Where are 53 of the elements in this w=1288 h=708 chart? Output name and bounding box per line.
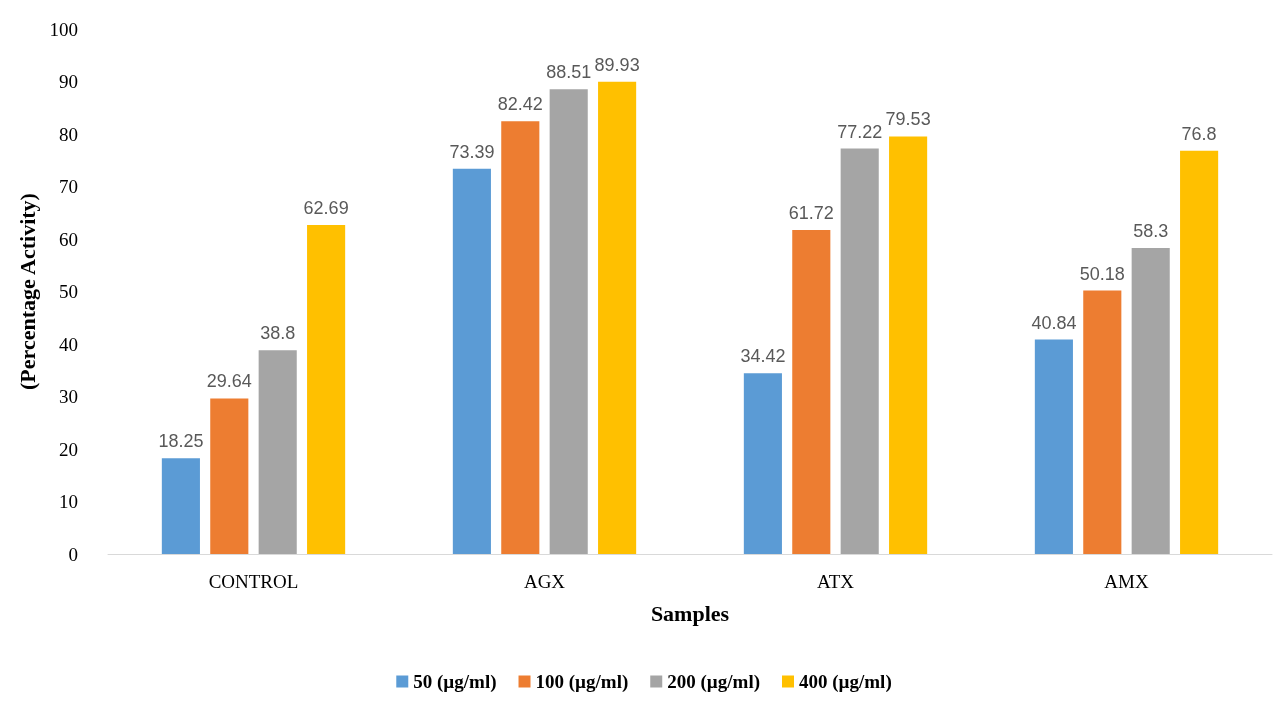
- data-label: 58.3: [1133, 220, 1169, 241]
- bar: [1034, 339, 1073, 554]
- bar: [210, 398, 249, 554]
- y-tick-label: 90: [59, 71, 78, 92]
- data-label: 34.42: [740, 346, 786, 367]
- bar: [258, 350, 297, 554]
- bar: [549, 89, 588, 554]
- y-tick-label: 60: [59, 228, 78, 250]
- bar: [1180, 150, 1219, 554]
- legend-label: 50 (µg/ml): [413, 671, 497, 693]
- x-tick-label: CONTROL: [208, 571, 299, 592]
- x-tick-label: ATX: [817, 571, 855, 592]
- bar: [743, 373, 782, 554]
- data-label: 73.39: [449, 141, 495, 162]
- data-label: 76.8: [1181, 123, 1217, 144]
- bar: [307, 224, 346, 554]
- data-label: 77.22: [837, 121, 883, 142]
- data-label: 61.72: [788, 202, 834, 223]
- data-label: 29.64: [206, 371, 252, 392]
- x-axis-title: Samples: [650, 600, 730, 626]
- y-tick-label: 40: [59, 333, 78, 355]
- data-label: 62.69: [303, 197, 349, 218]
- y-tick-label: 50: [59, 281, 78, 302]
- y-tick-label: 0: [68, 543, 78, 565]
- x-tick-label: AMX: [1104, 571, 1149, 592]
- bar: [501, 121, 540, 554]
- data-label: 82.42: [497, 94, 543, 115]
- bar: [598, 81, 637, 554]
- bar: [1131, 247, 1170, 554]
- bar: [1083, 290, 1122, 554]
- data-label: 38.8: [260, 323, 296, 344]
- y-tick-label: 100: [49, 18, 78, 40]
- legend-label: 200 (µg/ml): [667, 671, 760, 693]
- y-tick-label: 70: [59, 176, 78, 197]
- y-axis-title: (Percentage Activity): [15, 193, 41, 390]
- y-tick-label: 80: [59, 123, 78, 145]
- data-label: 50.18: [1079, 263, 1125, 284]
- y-tick-label: 20: [59, 438, 78, 460]
- bar: [889, 136, 928, 554]
- bar: [452, 168, 491, 554]
- data-label: 89.93: [594, 54, 640, 75]
- legend-label: 400 (µg/ml): [798, 671, 892, 693]
- data-label: 18.25: [158, 431, 204, 452]
- data-label: 40.84: [1031, 312, 1077, 333]
- bar: [792, 229, 831, 554]
- data-label: 79.53: [885, 109, 931, 130]
- y-tick-label: 30: [59, 386, 78, 407]
- y-tick-label: 10: [59, 491, 78, 512]
- bar: [161, 458, 200, 554]
- bar: [840, 148, 879, 554]
- x-tick-label: AGX: [523, 571, 566, 592]
- legend-label: 100 (µg/ml): [535, 671, 629, 693]
- data-label: 88.51: [546, 62, 592, 83]
